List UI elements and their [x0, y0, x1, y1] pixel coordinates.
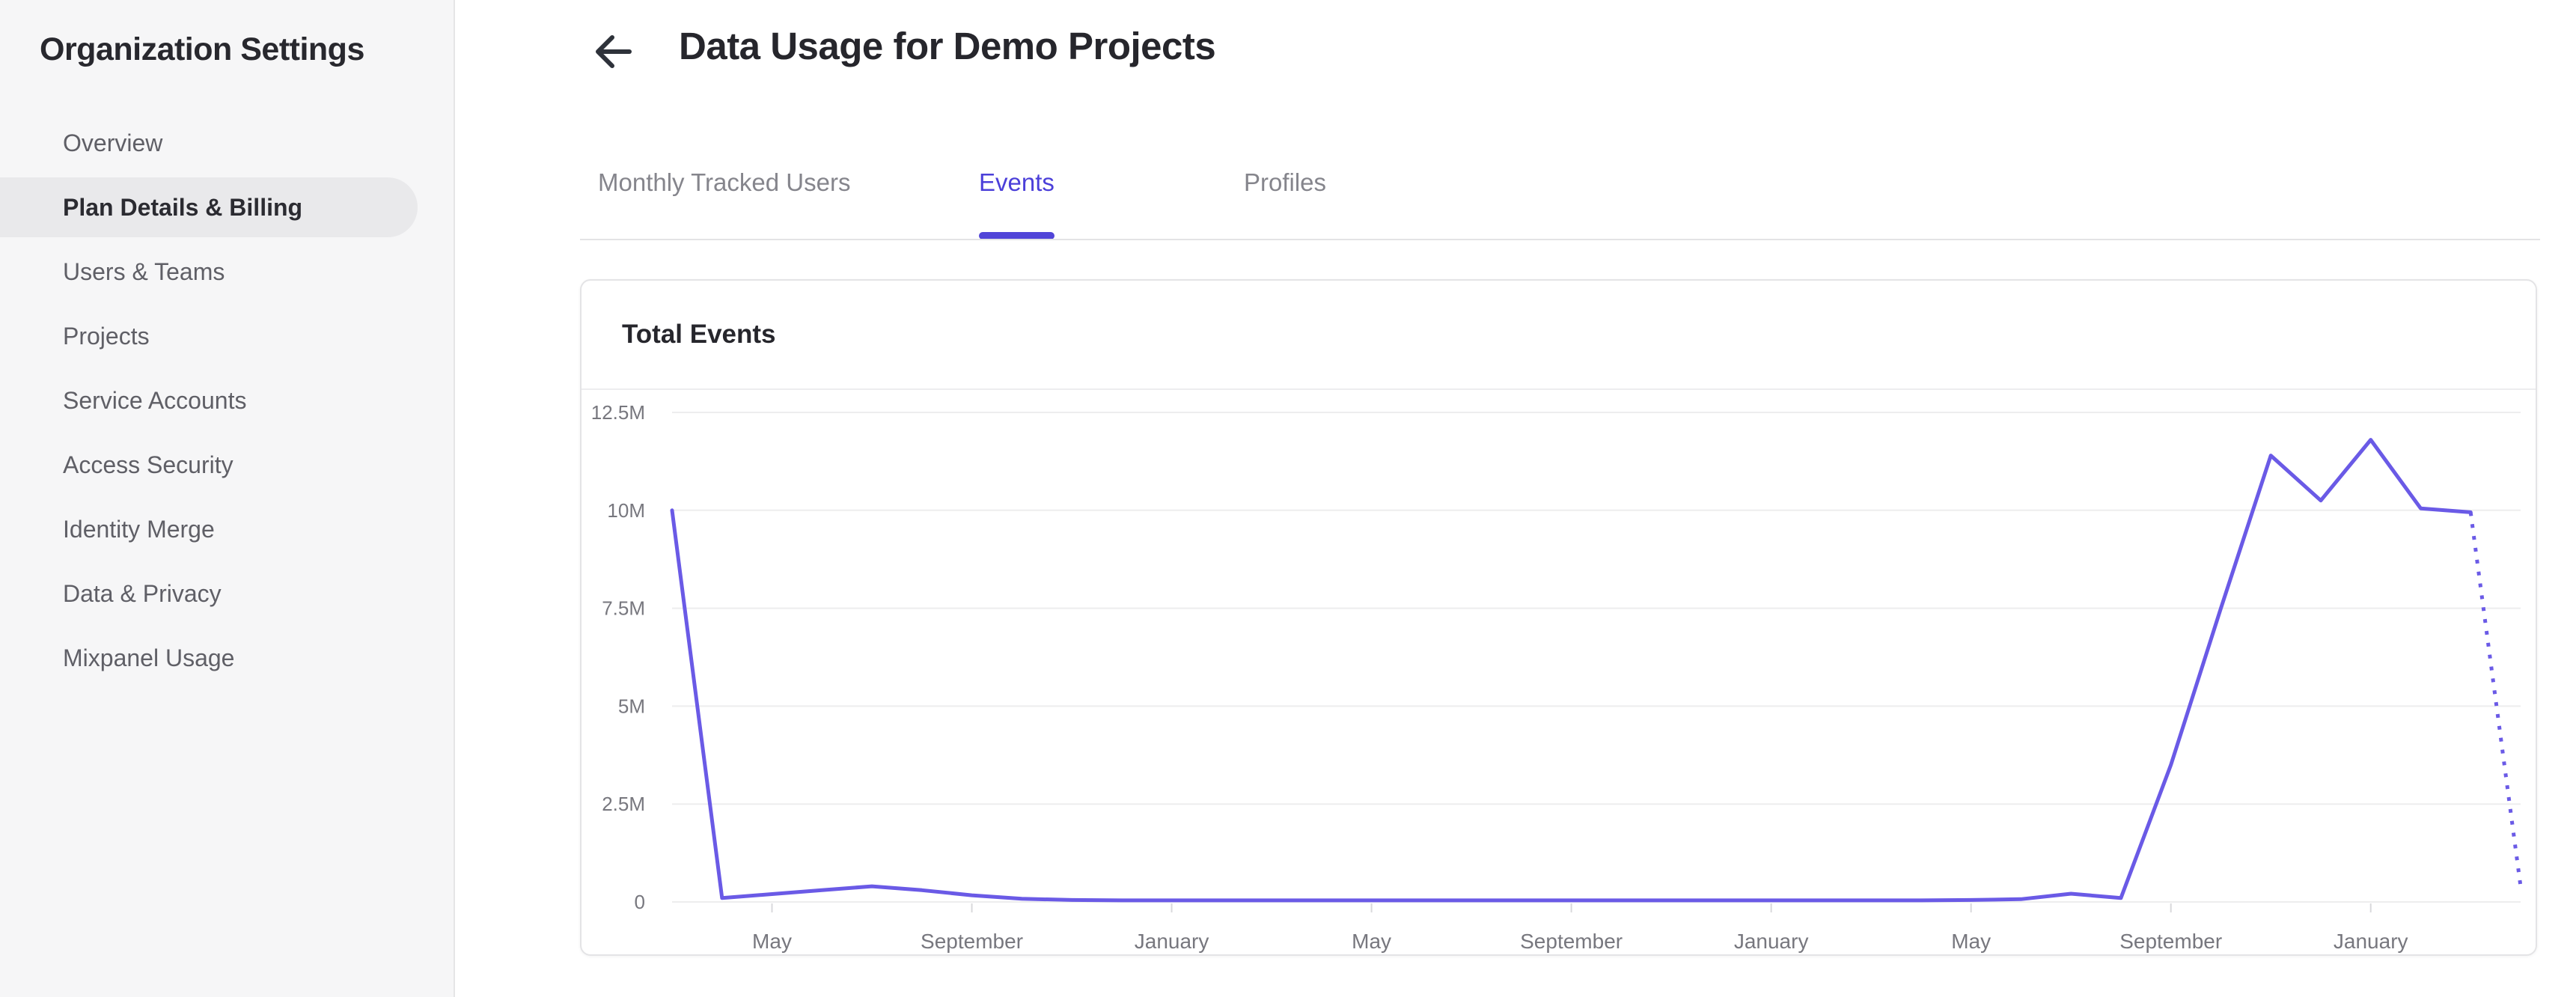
y-tick-label: 12.5M	[591, 401, 645, 424]
sidebar-item-users-teams[interactable]: Users & Teams	[63, 258, 225, 285]
sidebar-item-projects[interactable]: Projects	[63, 323, 150, 350]
y-tick-label: 0	[635, 891, 645, 913]
sidebar-nav: Overview Plan Details & Billing Users & …	[0, 111, 454, 690]
y-tick-label: 2.5M	[602, 793, 645, 815]
card-header: Total Events	[582, 281, 2536, 390]
tab-events[interactable]: Events	[979, 166, 1054, 240]
y-tick-label: 5M	[618, 695, 645, 717]
chart-area: 12.5M 10M 7.5M 5M 2.5M 0 May September January Ma…	[582, 390, 2536, 954]
y-tick-label: 10M	[607, 499, 645, 522]
chart-line	[670, 438, 2473, 903]
chart-canvas: 12.5M 10M 7.5M 5M 2.5M 0 May September January Ma…	[591, 401, 2523, 953]
total-events-card: Total Events 12.5M 10M 7.5M 5M 2.5M 0 May Septe…	[580, 279, 2537, 956]
chart-line-projected	[2468, 512, 2523, 887]
back-arrow-icon	[593, 33, 633, 70]
x-tick-label: May	[1951, 930, 1991, 953]
sidebar-item-identity-merge[interactable]: Identity Merge	[63, 516, 215, 543]
sidebar-item-overview[interactable]: Overview	[63, 129, 163, 156]
x-tick-label: May	[1352, 930, 1391, 953]
tab-profiles[interactable]: Profiles	[1244, 168, 1327, 196]
sidebar-item-service-accounts[interactable]: Service Accounts	[63, 387, 247, 414]
tab-monthly-tracked-users[interactable]: Monthly Tracked Users	[598, 168, 851, 196]
x-tick-label: September	[1520, 930, 1623, 953]
x-tick-label: January	[1135, 930, 1209, 953]
card-title: Total Events	[622, 320, 776, 349]
sidebar-title: Organization Settings	[40, 31, 364, 67]
sidebar-item-plan-details-billing[interactable]: Plan Details & Billing	[0, 177, 418, 237]
tabs-divider	[580, 239, 2540, 240]
x-tick-label: September	[2119, 930, 2222, 953]
sidebar-item-data-privacy[interactable]: Data & Privacy	[63, 580, 222, 607]
sidebar: Organization Settings Overview Plan Deta…	[0, 0, 455, 997]
x-tick-label: January	[2334, 930, 2408, 953]
x-tick-label: January	[1734, 930, 1809, 953]
sidebar-item-access-security[interactable]: Access Security	[63, 451, 234, 478]
page-title: Data Usage for Demo Projects	[679, 25, 1216, 67]
x-tick-label: May	[752, 930, 792, 953]
x-tick-label: September	[921, 930, 1023, 953]
sidebar-item-mixpanel-usage[interactable]: Mixpanel Usage	[63, 644, 235, 671]
back-button[interactable]	[588, 28, 638, 75]
y-tick-label: 7.5M	[602, 597, 645, 620]
